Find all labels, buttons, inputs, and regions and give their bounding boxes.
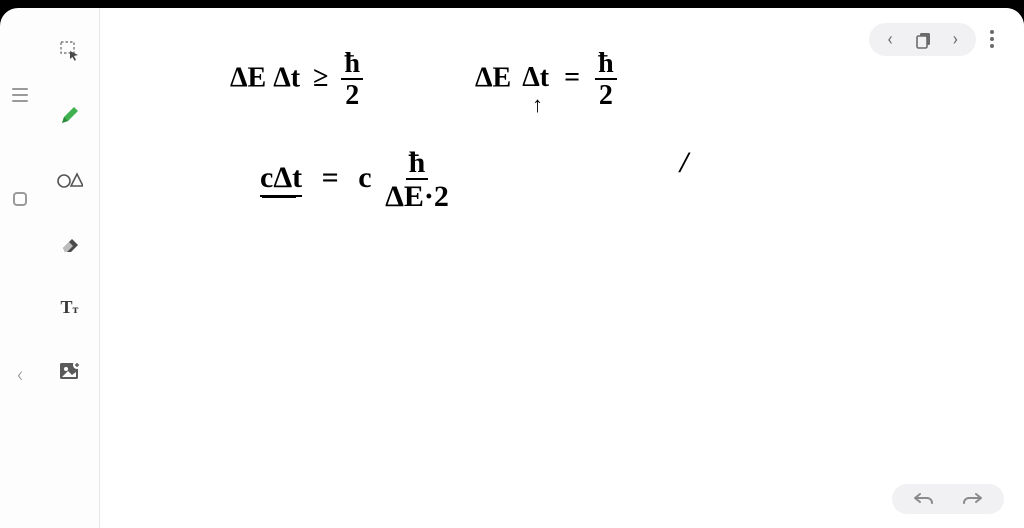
- eq2-num: ħ: [406, 148, 429, 180]
- system-nav-rail: ‹: [0, 8, 40, 528]
- image-tool[interactable]: [55, 356, 85, 386]
- prev-page-button[interactable]: ‹: [887, 29, 892, 50]
- eq2-rhs: ħ ΔE·2: [385, 148, 449, 212]
- lasso-cursor-icon: [58, 39, 82, 63]
- equation-2: cΔt = c ħ ΔE·2: [260, 148, 449, 212]
- undo-button[interactable]: [912, 492, 934, 506]
- shape-tool[interactable]: [55, 164, 85, 194]
- note-app: ‹ Tт: [0, 8, 1024, 528]
- eq1r-rel: =: [564, 62, 580, 93]
- more-menu-button[interactable]: [980, 22, 1004, 56]
- eq1l-rhs: ħ 2: [341, 50, 363, 110]
- image-plus-icon: [58, 360, 82, 382]
- pen-tool[interactable]: [55, 100, 85, 130]
- eq1l-lhs: ΔE Δt: [230, 62, 300, 93]
- eq1r-de: ΔE: [475, 62, 511, 93]
- eq1r-den: 2: [599, 80, 613, 110]
- eraser-tool[interactable]: [55, 228, 85, 258]
- eq1l-num: ħ: [341, 50, 363, 80]
- drawing-canvas[interactable]: ‹ › ΔE Δt ≥ ħ 2: [100, 8, 1024, 528]
- select-tool[interactable]: [55, 36, 85, 66]
- annotation-arrow: ↑: [532, 92, 543, 118]
- equation-1-right: ΔE Δt = ħ 2: [475, 50, 617, 110]
- eq2-rel: =: [322, 161, 339, 194]
- undo-icon: [912, 492, 934, 506]
- eq2-c: c: [358, 161, 371, 194]
- redo-icon: [962, 492, 984, 506]
- device-status-bar: [0, 0, 1024, 8]
- redo-button[interactable]: [962, 492, 984, 506]
- pages-icon[interactable]: [915, 31, 931, 47]
- page-nav: ‹ ›: [869, 22, 1004, 56]
- tool-rail: Tт: [40, 8, 100, 528]
- home-button[interactable]: [13, 192, 27, 206]
- eq1l-rel: ≥: [313, 62, 328, 93]
- page-nav-pill: ‹ ›: [869, 23, 976, 56]
- eq1r-rhs: ħ 2: [595, 50, 617, 110]
- stray-mark: /: [680, 146, 688, 180]
- next-page-button[interactable]: ›: [953, 29, 958, 50]
- back-button[interactable]: ‹: [17, 363, 24, 388]
- text-tool[interactable]: Tт: [55, 292, 85, 322]
- eq1l-den: 2: [345, 80, 359, 110]
- eq2-lhs: cΔt: [260, 161, 302, 194]
- eq1r-num: ħ: [595, 50, 617, 80]
- shapes-icon: [57, 169, 83, 189]
- equation-1-left: ΔE Δt ≥ ħ 2: [230, 50, 363, 110]
- undo-redo-pill: [892, 484, 1004, 514]
- eraser-icon: [58, 231, 82, 255]
- text-tool-icon: Tт: [61, 297, 79, 318]
- recents-button[interactable]: [12, 88, 28, 102]
- eq2-den: ΔE·2: [385, 180, 449, 212]
- eq1r-dt: Δt: [522, 62, 549, 93]
- pencil-icon: [58, 103, 82, 127]
